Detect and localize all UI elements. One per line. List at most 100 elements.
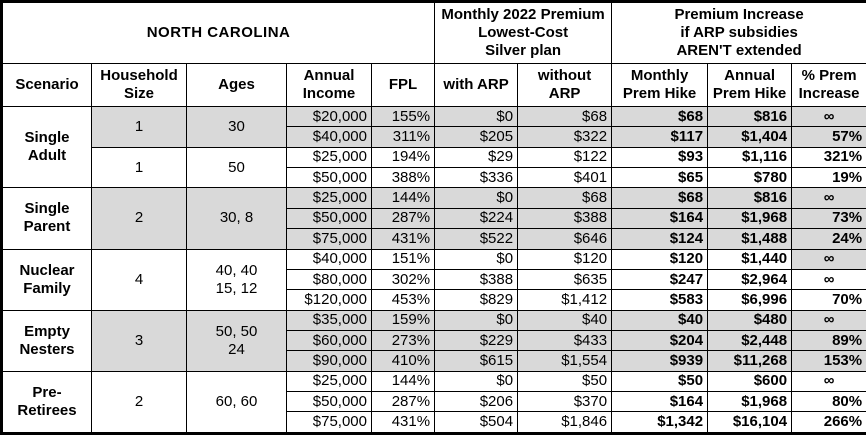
monthly-hike-cell: $939	[611, 350, 709, 372]
annual-hike-cell: $816	[707, 187, 793, 209]
col-header-without-arp: without ARP	[517, 63, 613, 107]
annual-hike-cell: $1,440	[707, 248, 793, 270]
col-header-fpl: FPL	[370, 63, 436, 107]
col-header-annual-income: Annual Income	[286, 63, 372, 107]
table-row: $50,000 287% $206 $370 $164 $1,968 80%	[2, 391, 866, 413]
fpl-cell: 159%	[370, 309, 436, 331]
table-row: $60,000 273% $229 $433 $204 $2,448 89%	[2, 329, 866, 352]
annual-hike-cell: $816	[707, 105, 793, 128]
pct-increase-cell: 57%	[791, 126, 866, 148]
income-cell: $50,000	[286, 167, 372, 189]
table-row: $80,000 302% $388 $635 $247 $2,964 ∞	[2, 268, 866, 291]
ages-cell: 50, 50 24	[186, 309, 287, 372]
income-cell: $80,000	[286, 268, 372, 291]
pct-increase-cell: ∞	[791, 268, 866, 291]
pct-increase-cell: ∞	[791, 248, 866, 270]
monthly-hike-cell: $93	[611, 146, 709, 169]
scenario-cell: Single Parent	[1, 187, 92, 250]
income-cell: $40,000	[286, 126, 372, 148]
annual-hike-cell: $2,448	[707, 329, 793, 352]
with-arp-cell: $829	[434, 289, 519, 311]
with-arp-cell: $205	[434, 126, 519, 148]
scenario-cell: Pre- Retirees	[1, 370, 92, 435]
with-arp-cell: $0	[434, 309, 519, 331]
column-header-row: Scenario Household Size Ages Annual Income F…	[1, 63, 866, 107]
monthly-hike-cell: $40	[611, 309, 709, 331]
household-size-cell: 3	[91, 309, 187, 372]
ages-cell: 40, 40 15, 12	[186, 248, 287, 311]
premium-span-header: Monthly 2022 Premium Lowest-Cost Silver …	[434, 1, 613, 64]
ages-cell: 50	[186, 146, 287, 189]
table-row: Nuclear Family 4 40, 40 15, 12 $40,000 151% $…	[1, 248, 866, 311]
fpl-cell: 273%	[370, 329, 436, 352]
monthly-hike-cell: $164	[611, 391, 709, 413]
with-arp-cell: $615	[434, 350, 519, 372]
table-title: NORTH CAROLINA	[0, 1, 436, 64]
fpl-cell: 388%	[370, 167, 436, 189]
with-arp-cell: $0	[434, 187, 519, 209]
income-cell: $20,000	[286, 105, 372, 128]
income-cell: $60,000	[286, 329, 372, 352]
without-arp-cell: $1,554	[517, 350, 613, 372]
table-row: Pre- Retirees 2 60, 60 $25,000 144% $0 $50 $50 $…	[1, 370, 866, 435]
fpl-cell: 431%	[370, 228, 436, 250]
monthly-hike-cell: $583	[611, 289, 709, 311]
annual-hike-cell: $1,404	[707, 126, 793, 148]
without-arp-cell: $122	[517, 146, 613, 169]
title-row: NORTH CAROLINA Monthly 2022 Premium Lowes…	[0, 1, 866, 64]
income-cell: $75,000	[286, 411, 372, 434]
pct-increase-cell: ∞	[791, 309, 866, 331]
income-cell: $120,000	[286, 289, 372, 311]
col-header-annual-prem-hike: Annual Prem Hike	[707, 63, 793, 107]
table-row: Single Adult 1 30 $20,000 155% $0 $68 $68 $816 ∞	[1, 105, 866, 189]
monthly-hike-cell: $164	[611, 207, 709, 230]
pct-increase-cell: ∞	[791, 370, 866, 393]
annual-hike-cell: $16,104	[707, 411, 793, 434]
without-arp-cell: $433	[517, 329, 613, 352]
monthly-hike-cell: $65	[611, 167, 709, 189]
fpl-cell: 144%	[370, 370, 436, 393]
fpl-cell: 287%	[370, 391, 436, 413]
annual-hike-cell: $11,268	[707, 350, 793, 372]
fpl-cell: 311%	[370, 126, 436, 148]
without-arp-cell: $1,412	[517, 289, 613, 311]
annual-hike-cell: $1,488	[707, 228, 793, 250]
table-row: $50,000 287% $224 $388 $164 $1,968 73%	[2, 207, 866, 230]
fpl-cell: 287%	[370, 207, 436, 230]
monthly-hike-cell: $124	[611, 228, 709, 250]
income-cell: $25,000	[286, 370, 372, 393]
without-arp-cell: $322	[517, 126, 613, 148]
fpl-cell: 151%	[370, 248, 436, 270]
col-header-with-arp: with ARP	[434, 63, 519, 107]
col-header-ages: Ages	[186, 63, 287, 107]
pct-increase-cell: 19%	[791, 167, 866, 189]
pct-increase-cell: 70%	[791, 289, 866, 311]
monthly-hike-cell: $117	[611, 126, 709, 148]
with-arp-cell: $388	[434, 268, 519, 291]
col-header-scenario: Scenario	[1, 63, 92, 107]
with-arp-cell: $229	[434, 329, 519, 352]
pct-increase-cell: 80%	[791, 391, 866, 413]
monthly-hike-cell: $247	[611, 268, 709, 291]
monthly-hike-cell: $68	[611, 187, 709, 209]
scenario-cell: Empty Nesters	[1, 309, 92, 372]
scenario-cell: Nuclear Family	[1, 248, 92, 311]
table-row: 1 50 $25,000 194% $29 $122 $93 $1,116 321%	[2, 146, 866, 189]
col-header-prem-increase: % Prem Increase	[791, 63, 866, 107]
pct-increase-cell: ∞	[791, 187, 866, 209]
without-arp-cell: $40	[517, 309, 613, 331]
income-cell: $25,000	[286, 187, 372, 209]
without-arp-cell: $388	[517, 207, 613, 230]
annual-hike-cell: $1,968	[707, 391, 793, 413]
with-arp-cell: $336	[434, 167, 519, 189]
pct-increase-cell: 153%	[791, 350, 866, 372]
income-cell: $75,000	[286, 228, 372, 250]
fpl-cell: 194%	[370, 146, 436, 169]
without-arp-cell: $68	[517, 105, 613, 128]
table-row: $40,000 311% $205 $322 $117 $1,404 57%	[2, 126, 866, 148]
annual-hike-cell: $1,968	[707, 207, 793, 230]
without-arp-cell: $68	[517, 187, 613, 209]
col-header-household-size: Household Size	[91, 63, 187, 107]
with-arp-cell: $29	[434, 146, 519, 169]
